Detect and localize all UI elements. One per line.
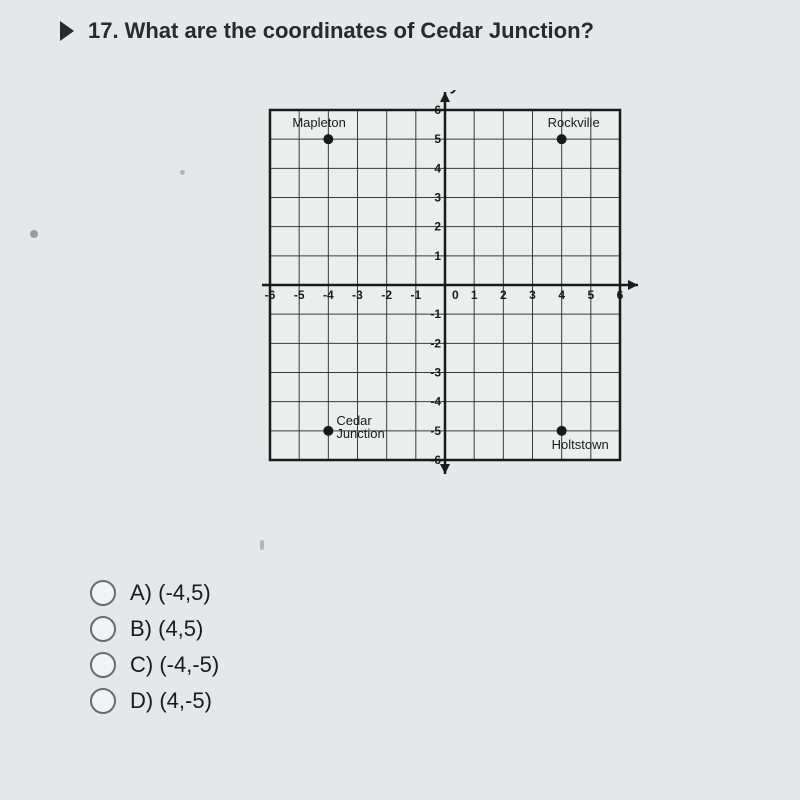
svg-text:6: 6 (617, 288, 624, 302)
svg-text:Mapleton: Mapleton (292, 115, 345, 130)
radio-icon[interactable] (90, 652, 116, 678)
option-label: D) (4,-5) (130, 688, 212, 714)
svg-text:5: 5 (587, 288, 594, 302)
option-label: A) (-4,5) (130, 580, 211, 606)
svg-text:-1: -1 (430, 307, 441, 321)
svg-text:-2: -2 (381, 288, 392, 302)
question-number: 17. (88, 18, 119, 44)
question-row: 17. What are the coordinates of Cedar Ju… (60, 18, 594, 44)
svg-text:2: 2 (500, 288, 507, 302)
svg-text:-6: -6 (430, 453, 441, 467)
worksheet-page: 17. What are the coordinates of Cedar Ju… (0, 0, 800, 800)
svg-text:-1: -1 (410, 288, 421, 302)
svg-text:-4: -4 (430, 395, 441, 409)
svg-text:y: y (450, 90, 461, 94)
option-label: C) (-4,-5) (130, 652, 219, 678)
svg-text:Junction: Junction (336, 426, 384, 441)
svg-text:2: 2 (434, 220, 441, 234)
svg-text:1: 1 (434, 249, 441, 263)
svg-text:1: 1 (471, 288, 478, 302)
coordinate-graph: xy-6-5-4-3-2-10123456123456-1-2-3-4-5-6M… (250, 90, 640, 480)
svg-text:5: 5 (434, 132, 441, 146)
svg-text:Holtstown: Holtstown (552, 437, 609, 452)
svg-text:0: 0 (452, 288, 459, 302)
svg-text:3: 3 (529, 288, 536, 302)
svg-text:3: 3 (434, 191, 441, 205)
option-label: B) (4,5) (130, 616, 203, 642)
radio-icon[interactable] (90, 580, 116, 606)
radio-icon[interactable] (90, 688, 116, 714)
svg-text:-5: -5 (294, 288, 305, 302)
option-a[interactable]: A) (-4,5) (90, 580, 219, 606)
svg-text:-3: -3 (430, 366, 441, 380)
option-c[interactable]: C) (-4,-5) (90, 652, 219, 678)
answer-options: A) (-4,5) B) (4,5) C) (-4,-5) D) (4,-5) (90, 580, 219, 724)
option-d[interactable]: D) (4,-5) (90, 688, 219, 714)
svg-text:-3: -3 (352, 288, 363, 302)
svg-text:-5: -5 (430, 424, 441, 438)
svg-text:4: 4 (558, 288, 565, 302)
svg-text:6: 6 (434, 103, 441, 117)
svg-text:4: 4 (434, 161, 441, 175)
question-text: What are the coordinates of Cedar Juncti… (125, 18, 594, 44)
svg-text:-4: -4 (323, 288, 334, 302)
radio-icon[interactable] (90, 616, 116, 642)
svg-text:-6: -6 (265, 288, 276, 302)
option-b[interactable]: B) (4,5) (90, 616, 219, 642)
disclosure-triangle-icon[interactable] (60, 21, 74, 41)
svg-text:Rockville: Rockville (548, 115, 600, 130)
svg-text:-2: -2 (430, 336, 441, 350)
